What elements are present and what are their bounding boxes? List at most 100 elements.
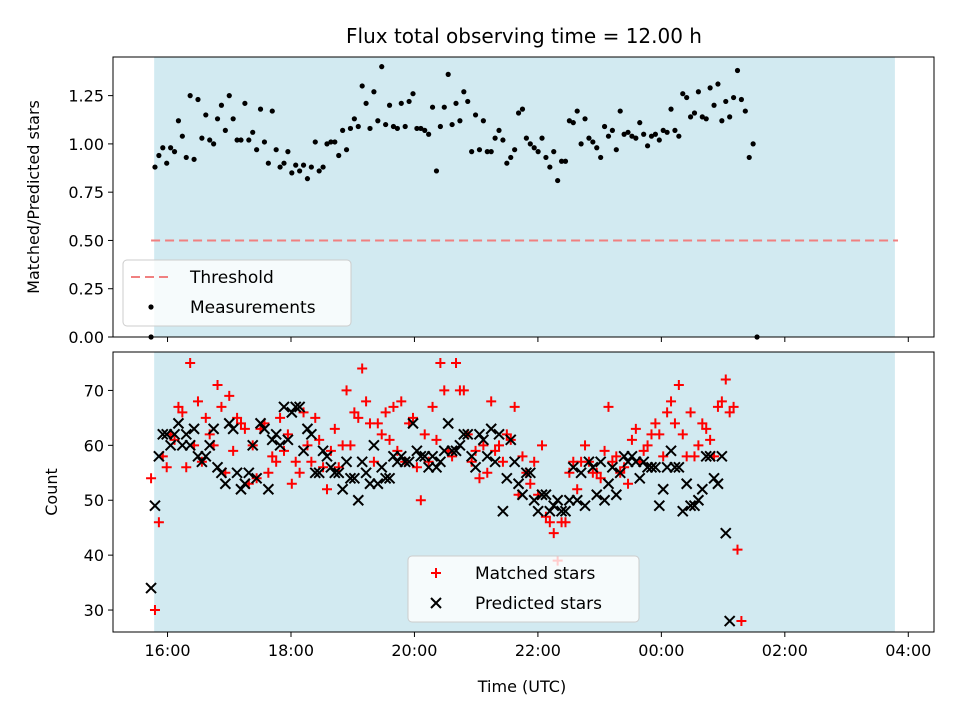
data-point — [402, 123, 408, 130]
data-point — [344, 472, 357, 484]
data-point — [472, 112, 479, 118]
y-tick-label: 50 — [84, 491, 104, 510]
data-point — [537, 440, 548, 451]
data-point — [734, 67, 741, 74]
data-point — [263, 467, 274, 478]
data-point — [512, 147, 518, 153]
data-point — [415, 450, 427, 463]
data-point — [325, 445, 336, 456]
data-point — [422, 127, 428, 133]
data-point — [609, 127, 615, 133]
data-point — [497, 505, 509, 517]
data-point — [638, 445, 649, 456]
data-point — [231, 467, 243, 479]
data-point — [359, 83, 365, 89]
data-point — [153, 450, 165, 463]
data-point — [555, 505, 568, 517]
data-point — [723, 98, 729, 105]
axes-frame — [112, 351, 935, 633]
data-point — [654, 429, 665, 440]
data-point — [570, 120, 576, 126]
data-point — [376, 461, 388, 474]
data-point — [504, 160, 510, 166]
data-point — [371, 89, 377, 95]
data-point — [306, 456, 317, 467]
data-point — [199, 135, 205, 141]
data-point — [724, 407, 735, 418]
data-point — [621, 131, 627, 137]
data-point — [676, 133, 682, 139]
data-point — [222, 127, 228, 133]
data-point — [173, 401, 184, 412]
data-point — [653, 500, 666, 512]
data-point — [368, 439, 380, 452]
data-point — [355, 123, 361, 130]
data-point — [439, 385, 450, 396]
data-point — [357, 363, 368, 374]
data-point — [566, 118, 572, 124]
data-point — [407, 417, 419, 430]
data-point — [548, 500, 560, 512]
data-point — [187, 93, 193, 99]
data-point — [360, 467, 372, 479]
data-point — [180, 428, 192, 441]
data-point — [228, 445, 239, 456]
data-point — [441, 104, 447, 110]
legend-box — [122, 259, 352, 327]
data-point — [184, 439, 196, 452]
data-point — [367, 125, 373, 132]
data-point — [329, 423, 340, 434]
data-point — [704, 450, 716, 463]
data-point — [644, 143, 651, 149]
data-point — [626, 450, 638, 463]
data-point — [660, 127, 666, 133]
data-point — [484, 149, 490, 155]
data-point — [480, 118, 486, 124]
y-tick-label: 1.25 — [68, 87, 104, 106]
data-point — [703, 116, 709, 122]
data-point — [551, 149, 557, 155]
data-point — [505, 434, 517, 446]
data-point — [528, 494, 540, 506]
data-point — [345, 440, 356, 451]
data-point — [594, 145, 600, 151]
data-point — [562, 158, 569, 164]
data-point — [500, 137, 506, 143]
data-point — [379, 64, 385, 70]
data-point — [286, 478, 297, 489]
data-point — [239, 478, 251, 490]
data-point — [603, 401, 614, 412]
data-point — [606, 461, 619, 474]
data-point — [559, 505, 572, 517]
data-point — [372, 418, 383, 429]
top-panel: 0.00 0.25 0.50 0.75 1.00 1.25 Threshold Measure… — [68, 56, 935, 347]
data-point — [271, 456, 282, 467]
data-point — [509, 401, 520, 412]
data-point — [188, 423, 200, 435]
data-point — [598, 154, 604, 161]
data-point — [235, 483, 247, 495]
data-point — [458, 385, 469, 396]
data-point — [415, 495, 426, 506]
data-point — [394, 125, 400, 132]
data-point — [673, 461, 685, 474]
data-point — [226, 93, 232, 99]
data-point — [376, 429, 387, 440]
data-point — [207, 137, 213, 143]
data-point — [668, 106, 674, 112]
data-point — [523, 135, 529, 141]
data-point — [227, 423, 239, 435]
data-point — [732, 544, 743, 555]
data-point — [539, 135, 545, 141]
data-point — [454, 439, 466, 452]
data-point — [488, 149, 494, 155]
data-point — [540, 489, 552, 501]
data-point — [634, 472, 646, 484]
data-point — [442, 417, 454, 430]
data-point — [301, 423, 314, 435]
data-point — [669, 461, 681, 474]
x-axis-label: Time (UTC) — [477, 677, 566, 696]
data-point — [727, 114, 733, 120]
chart-title: Flux total observing time = 12.00 h — [346, 24, 702, 48]
data-point — [289, 170, 295, 176]
